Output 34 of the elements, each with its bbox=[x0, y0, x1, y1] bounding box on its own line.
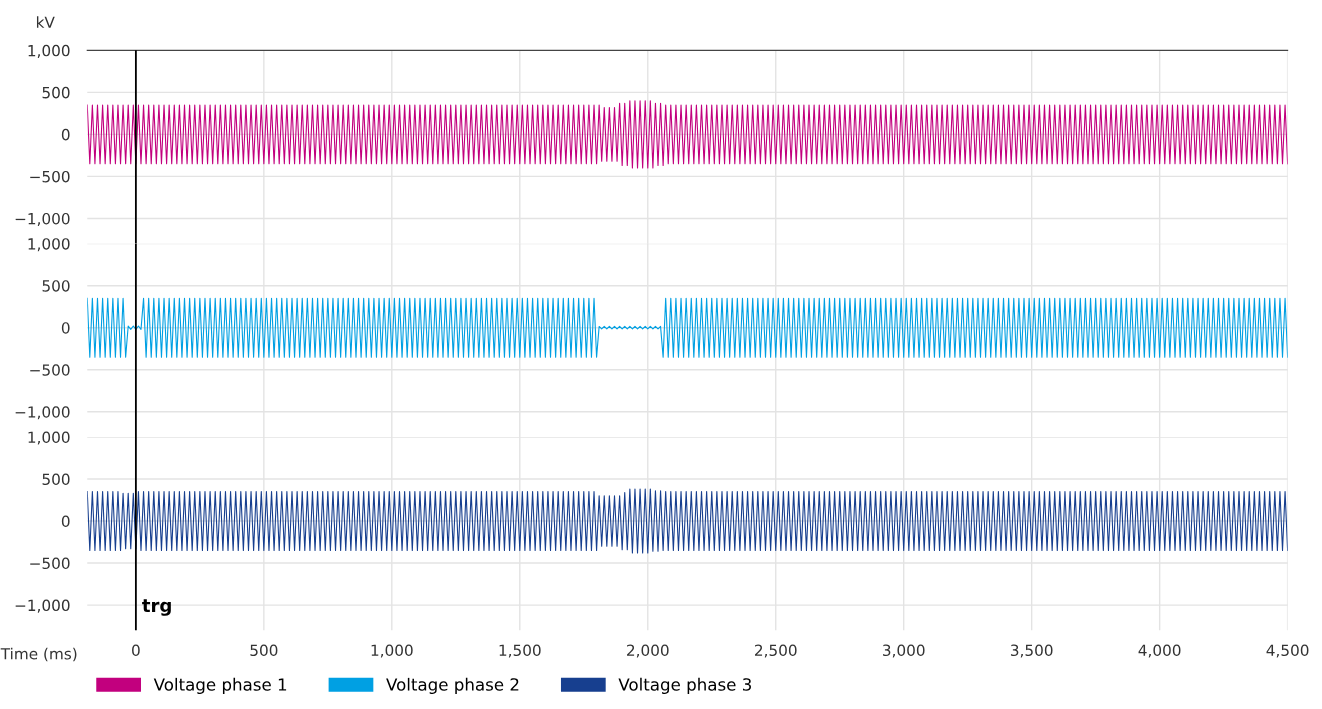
y-tick-label: −500 bbox=[30, 170, 70, 183]
y-tick-label: −500 bbox=[30, 557, 70, 570]
y-tick-label: 1,000 bbox=[28, 44, 70, 58]
y-tick-label: −1,000 bbox=[15, 406, 70, 420]
y-tick-label: −1,000 bbox=[15, 212, 70, 227]
x-tick-label: 3,500 bbox=[1010, 644, 1053, 658]
y-tick-label: 1,000 bbox=[28, 238, 70, 252]
x-tick-label: 4,000 bbox=[1138, 644, 1181, 658]
x-tick-label: 1,000 bbox=[371, 644, 413, 658]
x-axis-title: Time (ms) bbox=[0, 647, 77, 662]
x-tick-label: 1,500 bbox=[499, 644, 541, 658]
x-tick-label: 2,500 bbox=[754, 644, 797, 658]
x-tick-label: 2,000 bbox=[627, 644, 669, 658]
x-tick-label: 4,500 bbox=[1266, 644, 1309, 658]
y-tick-label: 0 bbox=[61, 128, 70, 141]
y-tick-label: 0 bbox=[61, 515, 70, 528]
x-tick-label: 500 bbox=[250, 644, 278, 657]
y-tick-label: 1,000 bbox=[28, 431, 70, 445]
x-tick-label: 3,000 bbox=[883, 644, 925, 658]
y-tick-label: 500 bbox=[42, 473, 70, 486]
y-tick-label: 500 bbox=[42, 280, 70, 292]
line-series bbox=[87, 488, 1288, 554]
y-tick-label: −1,000 bbox=[15, 599, 70, 613]
line-series bbox=[87, 297, 1288, 358]
legend-label: Voltage phase 1 bbox=[153, 677, 287, 694]
legend-label: Voltage phase 2 bbox=[386, 677, 519, 694]
y-tick-label: 500 bbox=[42, 86, 70, 99]
y-tick-label: 0 bbox=[61, 322, 70, 334]
legend-label: Voltage phase 3 bbox=[618, 677, 751, 694]
y-tick-label: −500 bbox=[30, 364, 70, 376]
x-tick-label: 0 bbox=[132, 644, 140, 657]
y-axis-title: kV bbox=[36, 16, 55, 28]
ref-line-label: trg bbox=[142, 599, 171, 616]
line-series bbox=[87, 100, 1288, 169]
